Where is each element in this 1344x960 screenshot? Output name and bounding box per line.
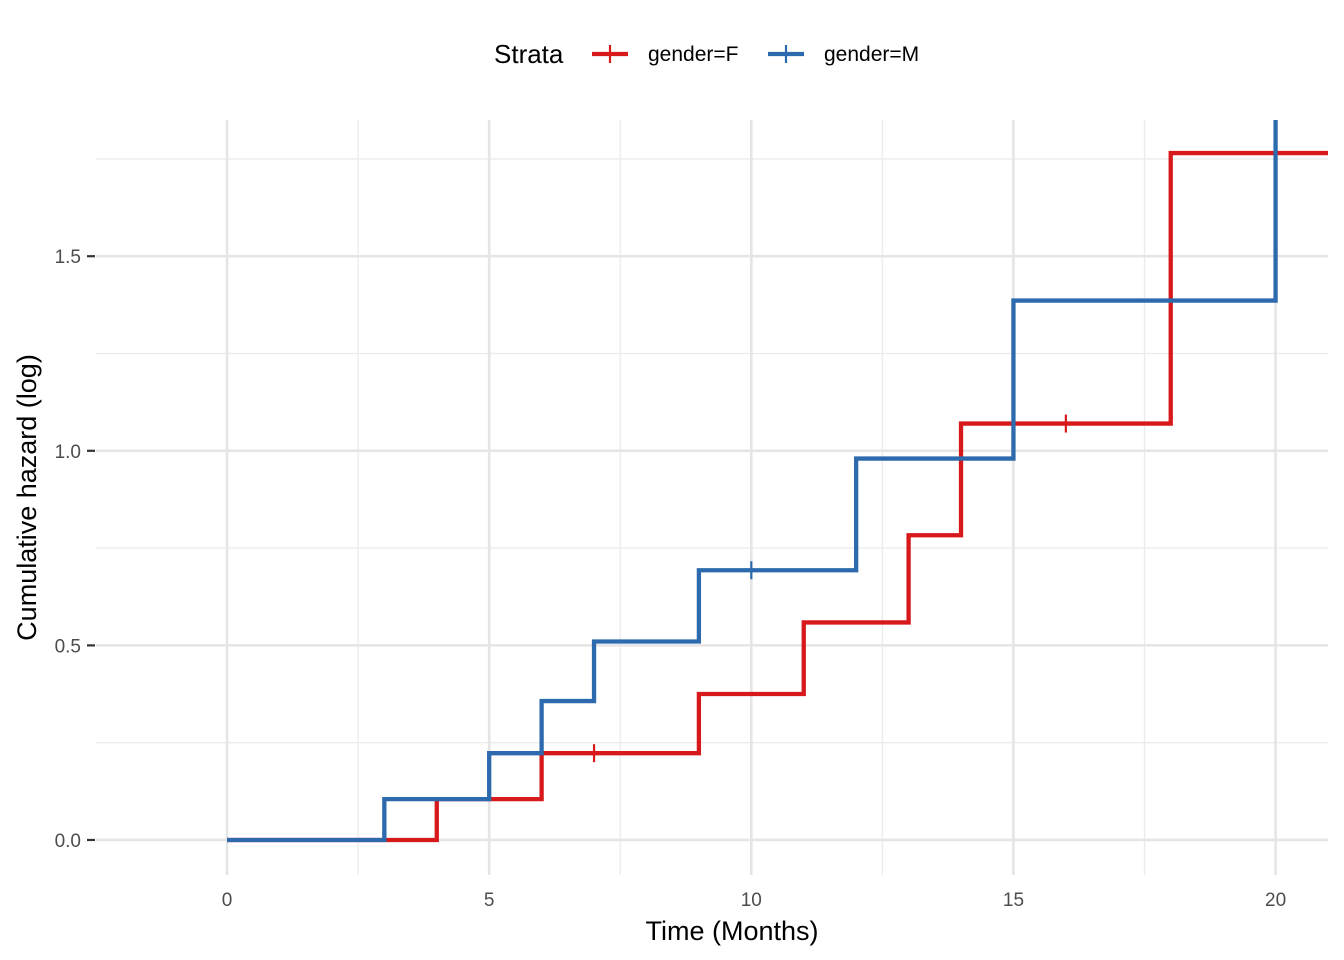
x-axis-title: Time (Months) (645, 916, 818, 946)
y-tick-label: 0.5 (55, 636, 81, 657)
x-axis: 0 5 10 15 20 (222, 890, 1286, 911)
y-tick-label: 1.5 (55, 247, 81, 268)
series-line-1 (227, 120, 1278, 843)
x-tick-label: 10 (741, 890, 762, 911)
x-tick-label: 0 (222, 890, 233, 911)
grid-major (96, 120, 1328, 875)
y-tick-label: 0.0 (55, 831, 81, 852)
grid-minor (96, 120, 1328, 875)
y-tick-label: 1.0 (55, 442, 81, 463)
legend-items: gender=F gender=M (592, 43, 919, 66)
y-axis: 0.0 0.5 1.0 1.5 (55, 247, 95, 852)
legend-title: Strata (494, 39, 564, 69)
legend-label: gender=M (824, 43, 919, 66)
legend-label: gender=F (648, 43, 738, 66)
x-tick-label: 5 (484, 890, 495, 911)
x-tick-label: 20 (1265, 890, 1286, 911)
y-axis-title: Cumulative hazard (log) (12, 354, 42, 641)
x-tick-label: 15 (1003, 890, 1024, 911)
legend: Strata gender=F gender=M (494, 39, 919, 69)
series-layer (227, 120, 1328, 843)
